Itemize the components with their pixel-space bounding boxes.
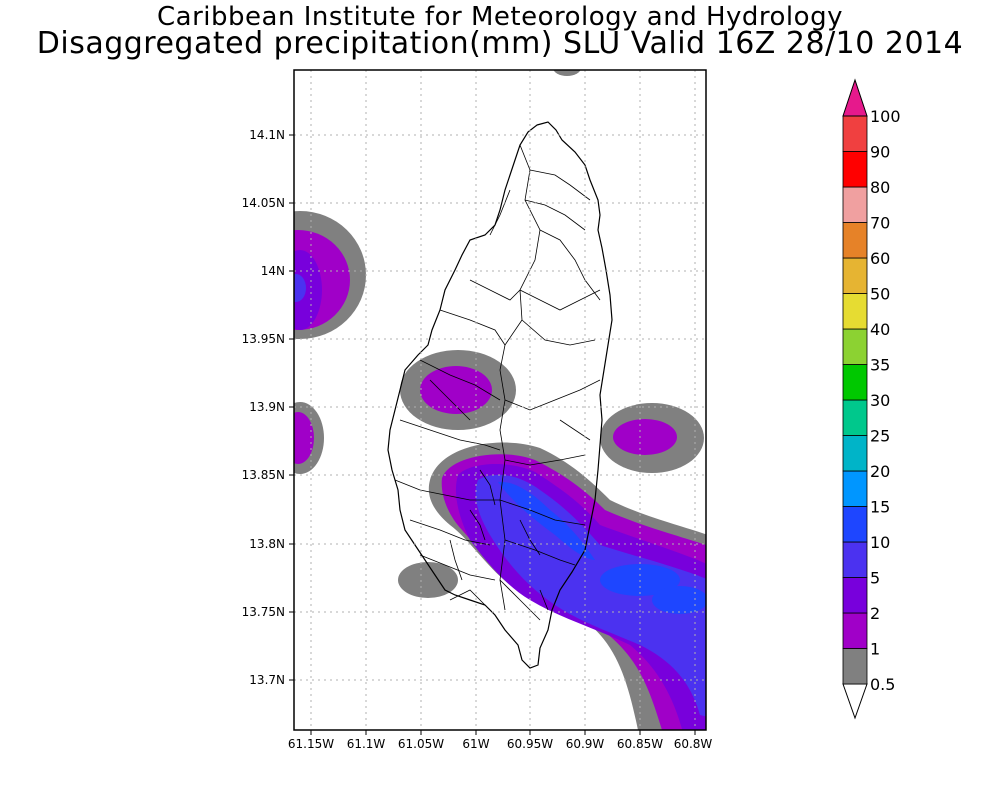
lon-label: 60.95W bbox=[507, 737, 553, 751]
colorbar-label: 1 bbox=[870, 640, 880, 659]
precipitation-field bbox=[294, 70, 706, 730]
colorbar-label: 80 bbox=[870, 178, 890, 197]
colorbar-segment bbox=[842, 364, 868, 401]
colorbar-segment bbox=[842, 506, 868, 543]
grid-lines bbox=[294, 70, 706, 730]
colorbar-segment bbox=[842, 399, 868, 436]
colorbar-segment bbox=[842, 115, 868, 152]
colorbar-segment bbox=[842, 435, 868, 472]
colorbar-label: 25 bbox=[870, 427, 890, 446]
lon-label: 61W bbox=[462, 737, 489, 751]
plot-frame bbox=[293, 69, 707, 731]
colorbar-segment bbox=[842, 78, 868, 117]
lat-label: 14.1N bbox=[249, 128, 285, 142]
lat-label: 13.75N bbox=[242, 605, 285, 619]
colorbar-segment bbox=[842, 186, 868, 223]
colorbar-label: 100 bbox=[870, 107, 901, 126]
lat-label: 13.85N bbox=[242, 468, 285, 482]
colorbar-label: 35 bbox=[870, 356, 890, 375]
colorbar-label: 40 bbox=[870, 320, 890, 339]
colorbar-label: 60 bbox=[870, 249, 890, 268]
lon-label: 60.8W bbox=[674, 737, 713, 751]
colorbar-segment bbox=[842, 577, 868, 614]
lat-label: 13.8N bbox=[249, 537, 285, 551]
lon-label: 60.85W bbox=[617, 737, 663, 751]
colorbar-segment bbox=[842, 612, 868, 649]
colorbar-label: 30 bbox=[870, 391, 890, 410]
colorbar-label: 5 bbox=[870, 569, 880, 588]
lat-label: 13.7N bbox=[249, 673, 285, 687]
colorbar-segment bbox=[842, 222, 868, 259]
lon-label: 61.1W bbox=[347, 737, 386, 751]
colorbar-segment bbox=[842, 648, 868, 685]
island-outline bbox=[387, 121, 613, 669]
colorbar-label: 2 bbox=[870, 604, 880, 623]
colorbar-segment bbox=[842, 151, 868, 188]
title-line-2: Disaggregated precipitation(mm) SLU Vali… bbox=[36, 26, 964, 61]
colorbar-segment bbox=[842, 470, 868, 507]
colorbar-label: 20 bbox=[870, 462, 890, 481]
colorbar-segment bbox=[842, 541, 868, 578]
lon-label: 61.15W bbox=[288, 737, 334, 751]
colorbar-label: 70 bbox=[870, 214, 890, 233]
colorbar-segment bbox=[842, 328, 868, 365]
precip-band-5-10 bbox=[294, 274, 706, 717]
colorbar-label: 90 bbox=[870, 143, 890, 162]
lat-label: 14.05N bbox=[242, 196, 285, 210]
lon-label: 61.05W bbox=[398, 737, 444, 751]
lon-label: 60.9W bbox=[566, 737, 605, 751]
colorbar-segment bbox=[842, 293, 868, 330]
colorbar-label: 10 bbox=[870, 533, 890, 552]
colorbar-segment bbox=[842, 683, 868, 720]
lat-label: 13.95N bbox=[242, 332, 285, 346]
tick-marks bbox=[289, 134, 696, 735]
title-line-1: Caribbean Institute for Meteorology and … bbox=[157, 2, 843, 32]
colorbar-label: 0.5 bbox=[870, 675, 895, 694]
colorbar-segment bbox=[842, 257, 868, 294]
colorbar-label: 15 bbox=[870, 498, 890, 517]
lat-label: 13.9N bbox=[249, 400, 285, 414]
lat-label: 14N bbox=[261, 264, 285, 278]
district-boundaries bbox=[394, 144, 601, 621]
colorbar-label: 50 bbox=[870, 285, 890, 304]
